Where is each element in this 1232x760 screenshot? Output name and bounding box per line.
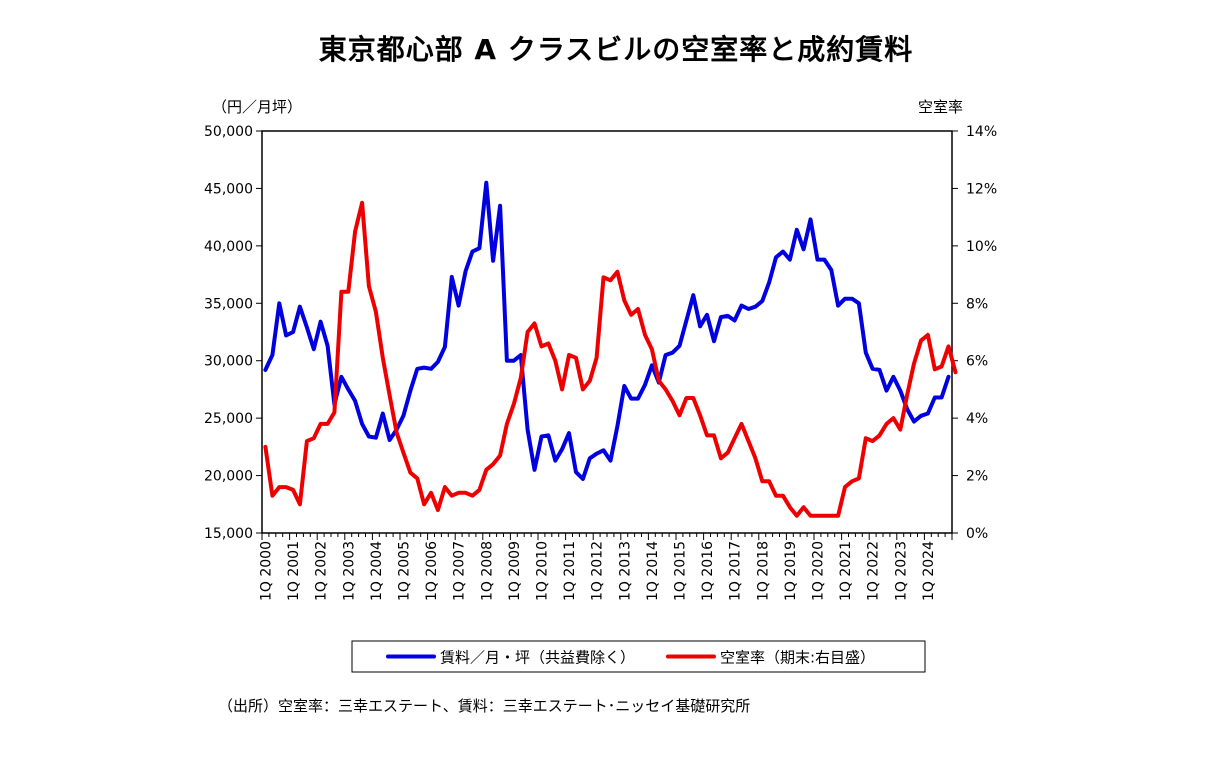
y-right-tick-label: 0% xyxy=(966,526,988,542)
x-tick-label: 1Q 2016 xyxy=(700,541,716,601)
x-tick-label: 1Q 2014 xyxy=(645,541,661,601)
y-left-tick-label: 45,000 xyxy=(204,181,253,197)
rent-series-line xyxy=(263,180,951,481)
y-left-tick-label: 30,000 xyxy=(204,354,253,370)
y-left-tick-label: 20,000 xyxy=(204,469,253,485)
x-tick-label: 1Q 2003 xyxy=(341,541,357,601)
y-left-tick-label: 15,000 xyxy=(204,526,253,542)
y-right-tick-label: 6% xyxy=(966,354,988,370)
legend-box xyxy=(351,640,926,673)
source-note: （出所）空室率：三幸エステート、賃料：三幸エステート･ニッセイ基礎研究所 xyxy=(218,697,751,715)
x-tick-label: 1Q 2007 xyxy=(452,541,468,601)
x-tick-label: 1Q 2013 xyxy=(617,541,633,601)
x-tick-label: 1Q 2020 xyxy=(810,541,826,601)
x-tick-label: 1Q 2021 xyxy=(838,541,854,601)
x-tick-label: 1Q 2015 xyxy=(672,541,688,601)
x-tick-label: 1Q 2017 xyxy=(728,541,744,601)
y-right-tick-label: 4% xyxy=(966,411,988,427)
x-tick-label: 1Q 2005 xyxy=(396,541,412,601)
plot-frame xyxy=(261,130,953,534)
x-tick-label: 1Q 2011 xyxy=(562,541,578,601)
legend: 賃料／月・坪（共益費除く） 空室率（期末:右目盛） xyxy=(351,640,926,673)
x-tick-label: 1Q 2010 xyxy=(534,541,550,601)
x-tick-label: 1Q 2018 xyxy=(755,541,771,601)
x-tick-label: 1Q 2012 xyxy=(590,541,606,601)
y-left-tick-label: 25,000 xyxy=(204,411,253,427)
legend-label-vacancy: 空室率（期末:右目盛） xyxy=(720,649,875,667)
legend-label-rent: 賃料／月・坪（共益費除く） xyxy=(440,649,635,667)
x-tick-label: 1Q 2004 xyxy=(369,541,385,601)
x-tick-label: 1Q 2008 xyxy=(479,541,495,601)
x-tick-label: 1Q 2001 xyxy=(286,541,302,601)
y-right-tick-label: 10% xyxy=(966,239,997,255)
x-tick-label: 1Q 2000 xyxy=(258,541,274,601)
x-tick-label: 1Q 2019 xyxy=(783,541,799,601)
y-axis-right-unit: 空室率 xyxy=(918,98,964,116)
y-left-tick-label: 40,000 xyxy=(204,239,253,255)
x-tick-label: 1Q 2024 xyxy=(921,541,937,601)
x-tick-label: 1Q 2023 xyxy=(893,541,909,601)
y-left-tick-label: 50,000 xyxy=(204,124,253,140)
vacancy-series-line xyxy=(263,200,958,518)
y-right-tick-label: 12% xyxy=(966,181,997,197)
x-tick-label: 1Q 2002 xyxy=(314,541,330,601)
y-axis-left-unit: （円／月坪） xyxy=(212,98,303,116)
plot-area: 50,000 45,000 40,000 35,000 30,000 25,000 20,0… xyxy=(204,124,997,601)
x-tick-label: 1Q 2006 xyxy=(424,541,440,601)
y-right-tick-label: 2% xyxy=(966,469,988,485)
chart-title: 東京都心部 A クラスビルの空室率と成約賃料 xyxy=(318,33,914,66)
y-right-tick-label: 14% xyxy=(966,124,997,140)
y-left-tick-label: 35,000 xyxy=(204,296,253,312)
y-right-tick-label: 8% xyxy=(966,296,988,312)
x-tick-label: 1Q 2022 xyxy=(866,541,882,601)
x-tick-label: 1Q 2009 xyxy=(507,541,523,601)
